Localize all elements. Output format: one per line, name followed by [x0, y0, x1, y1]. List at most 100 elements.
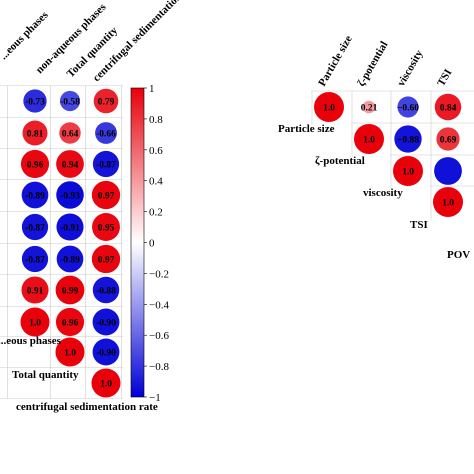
- correlation-value: 1.0: [402, 168, 414, 178]
- correlation-value: 1.0: [363, 136, 375, 146]
- colorbar-tick-label: 0.4: [149, 176, 163, 188]
- correlation-circle: [92, 213, 120, 241]
- correlation-circle: [22, 120, 48, 146]
- right-correlation-matrix: 1.0 0.21 −0.60 0.84 1.0 −0.88 0.69 1.0 1.0 Partic…: [278, 33, 474, 261]
- correlation-value: 1.0: [29, 319, 41, 329]
- colorbar-tick-label: −0.4: [149, 299, 169, 311]
- row-label: centrifugal sedimentation rate: [16, 401, 158, 413]
- correlation-value: -0.90: [96, 319, 116, 329]
- correlation-circle: [56, 213, 84, 241]
- column-label: ...eous phases: [0, 9, 51, 63]
- correlation-value: -0.87: [96, 161, 116, 171]
- correlation-circle: [55, 307, 85, 337]
- colorbar-tick-label: −0.8: [149, 361, 169, 373]
- correlation-circle: [93, 88, 119, 114]
- correlation-circle: [433, 187, 463, 217]
- correlation-value: 0.97: [98, 192, 115, 202]
- correlation-circle: [92, 338, 120, 366]
- correlation-circle: [23, 89, 47, 113]
- correlation-circle: [91, 244, 121, 274]
- correlation-value: 0.69: [440, 136, 457, 146]
- correlation-value: -0.89: [60, 256, 80, 266]
- correlation-circle: [397, 96, 419, 118]
- correlation-circle: [55, 337, 85, 367]
- correlation-circle: [92, 150, 120, 178]
- row-label: Total quantity: [12, 369, 79, 381]
- colorbar-tick-label: 0.6: [149, 145, 163, 157]
- correlation-value: -0.91: [60, 224, 80, 234]
- correlation-circle: [55, 275, 85, 305]
- correlation-circle: [434, 93, 462, 121]
- column-label: viscosity: [395, 48, 426, 89]
- correlation-circle: [354, 124, 384, 154]
- correlation-value: -0.58: [60, 98, 80, 108]
- correlation-circle: [56, 245, 84, 273]
- row-label: POV: [447, 249, 470, 261]
- correlation-circle: [59, 122, 81, 144]
- correlation-value: 0.91: [27, 287, 44, 297]
- correlation-value: 0.79: [98, 98, 115, 108]
- left-correlation-matrix: 7-0.73-0.580.790.810.64-0.660.960.94-0.8…: [0, 0, 199, 413]
- correlation-value: 1.0: [100, 380, 112, 390]
- colorbar: 1 0.8 0.6 0.4 0.2 0 −0.2 −0.4 −0.6 −0.8 −1: [130, 83, 169, 404]
- correlation-circle: [21, 276, 49, 304]
- row-label: viscosity: [363, 187, 403, 199]
- correlation-circle: [394, 125, 422, 153]
- correlation-circle: [393, 156, 423, 186]
- correlation-value: 0.95: [98, 224, 115, 234]
- correlation-circle: [56, 181, 84, 209]
- correlation-value: -0.93: [60, 192, 80, 202]
- colorbar-tick-label: 0: [149, 238, 155, 250]
- row-label: ...eous phases: [0, 335, 62, 347]
- correlation-value: -0.89: [25, 192, 45, 202]
- correlation-value: -0.88: [96, 287, 116, 297]
- correlation-value: 0.97: [98, 256, 115, 266]
- correlation-value: 0.99: [62, 287, 79, 297]
- colorbar-tick-label: 1: [149, 83, 155, 95]
- row-label: ζ-potential: [315, 155, 365, 167]
- colorbar-tick-label: 0.2: [149, 207, 163, 219]
- correlation-value: 0.96: [27, 161, 44, 171]
- correlation-circle: [92, 308, 120, 336]
- correlation-circle: [21, 213, 49, 241]
- row-label: TSI: [410, 219, 428, 231]
- correlation-circle: [314, 92, 344, 122]
- correlation-value: 0.96: [62, 319, 79, 329]
- colorbar-tick-label: −0.2: [149, 268, 169, 280]
- correlation-circle: [20, 149, 50, 179]
- correlation-value: 1.0: [442, 199, 454, 209]
- correlation-value: 0.21: [361, 104, 378, 114]
- correlation-circle: [21, 245, 49, 273]
- correlation-value: -0.66: [96, 130, 116, 140]
- correlation-circle: [362, 100, 376, 114]
- correlation-value: −0.60: [397, 104, 419, 114]
- correlation-circle: [59, 90, 81, 112]
- correlation-circle: [91, 368, 121, 398]
- colorbar-tick-label: 0.8: [149, 114, 163, 126]
- correlation-circle: [20, 307, 50, 337]
- correlation-circle: [95, 122, 117, 144]
- correlation-value: −0.88: [397, 136, 419, 146]
- correlation-circle: [56, 150, 84, 178]
- correlation-circle: [92, 276, 120, 304]
- column-label: ζ-potential: [355, 39, 390, 88]
- correlation-value: 0.64: [62, 130, 79, 140]
- correlation-value: 0.81: [27, 130, 44, 140]
- correlation-circle: [434, 157, 462, 185]
- correlation-value: -0.87: [25, 224, 45, 234]
- correlation-value: -0.73: [25, 98, 45, 108]
- row-label: Particle size: [278, 123, 335, 135]
- column-label: TSI: [435, 67, 454, 88]
- correlation-value: -0.87: [25, 256, 45, 266]
- colorbar-tick-label: −0.6: [149, 330, 169, 342]
- correlation-circle: [436, 127, 460, 151]
- correlation-circle: [91, 180, 121, 210]
- correlation-value: -0.90: [96, 349, 116, 359]
- column-label: Particle size: [316, 33, 355, 88]
- correlation-value: 1.0: [64, 349, 76, 359]
- correlation-circle: [21, 181, 49, 209]
- correlation-value: 1.0: [323, 104, 335, 114]
- colorbar-gradient: [130, 87, 145, 398]
- colorbar-tick-label: −1: [149, 392, 161, 404]
